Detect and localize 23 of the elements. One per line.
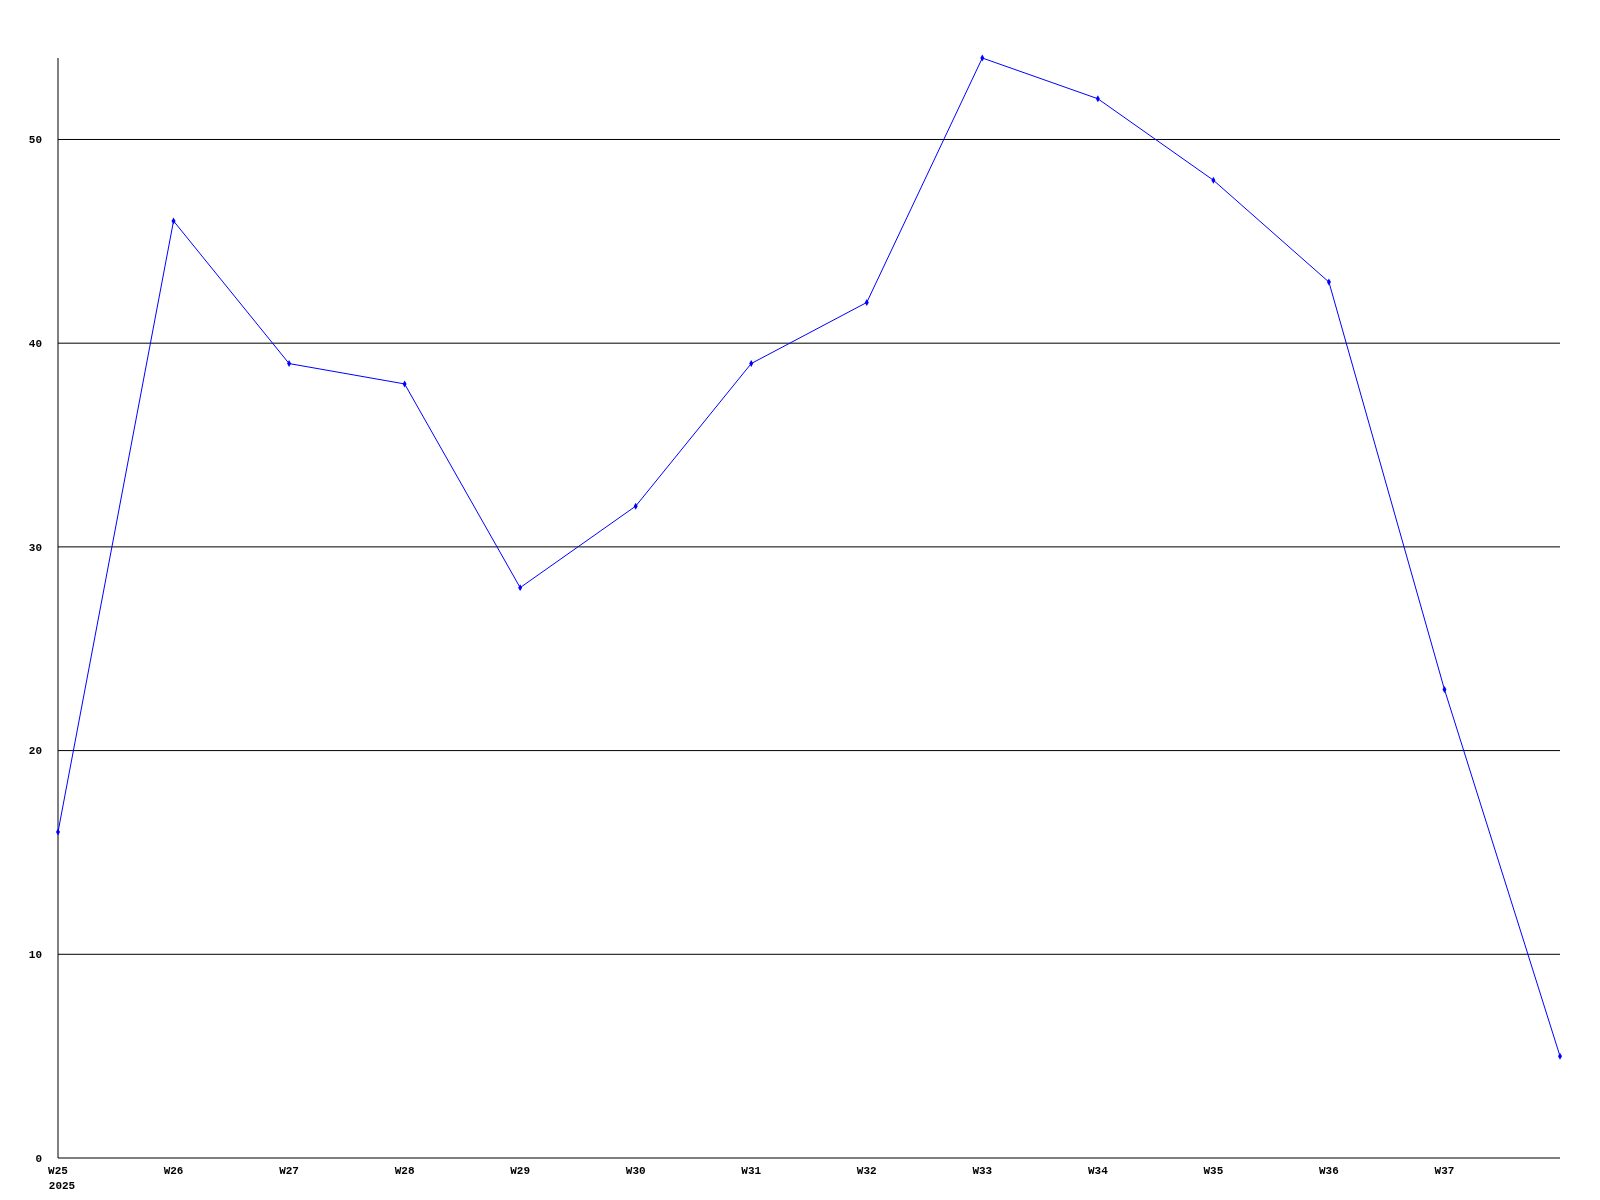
x-tick-label: W33 — [972, 1165, 993, 1177]
x-tick-label: W31 — [741, 1165, 762, 1177]
x-tick-label: W25 — [48, 1165, 69, 1177]
point — [55, 828, 61, 836]
x-tick-label: W34 — [1087, 1165, 1109, 1177]
x-tick-label: W26 — [163, 1165, 184, 1177]
x-tick-label: W28 — [394, 1165, 415, 1177]
x-tick-label: W36 — [1319, 1165, 1339, 1177]
x-tick-label: W32 — [856, 1165, 877, 1177]
x-tick-label: W37 — [1434, 1165, 1455, 1177]
point — [1557, 1052, 1563, 1060]
point — [1442, 686, 1447, 693]
y-tick-label: 30 — [28, 541, 42, 554]
x-tick-label: W35 — [1203, 1165, 1224, 1177]
x-tick-label: W30 — [625, 1165, 646, 1177]
text: 2025 — [48, 1180, 76, 1192]
y-tick-label: 50 — [28, 134, 42, 147]
y-tick-label: 20 — [28, 745, 42, 758]
x-tick-label: W29 — [510, 1165, 531, 1177]
y-tick-label: 10 — [28, 949, 42, 962]
y-tick-label: 40 — [28, 338, 42, 351]
y-tick-label: 0 — [35, 1152, 42, 1165]
x-tick-label: W27 — [279, 1165, 299, 1177]
